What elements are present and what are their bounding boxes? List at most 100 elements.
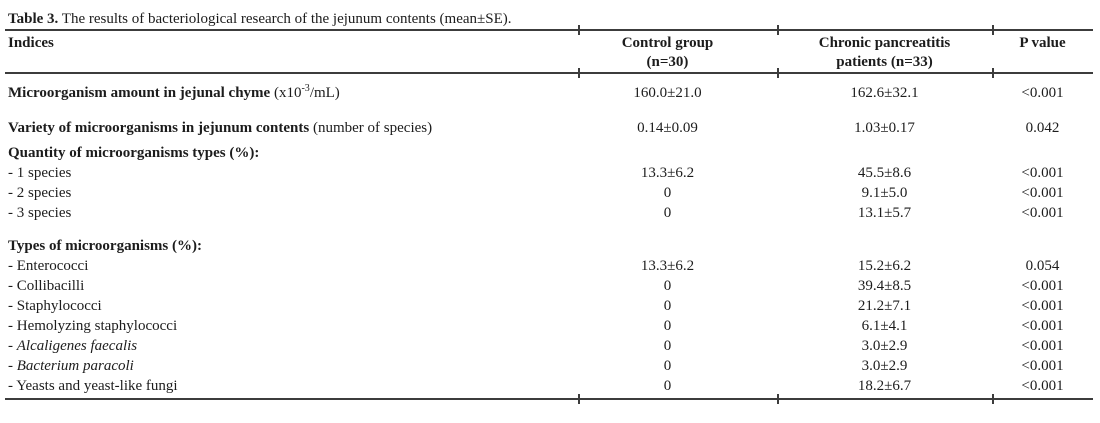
control-value: 0: [663, 205, 672, 221]
p-value: <0.001: [1021, 205, 1064, 221]
control-value: 0: [663, 185, 672, 201]
table-caption-number: Table 3.: [8, 11, 59, 27]
patients-value: 13.1±5.7: [857, 205, 912, 221]
patients-value: 1.03±0.17: [854, 120, 915, 136]
table-row: - 1 species 13.3±6.2 45.5±8.6 <0.001: [5, 163, 1093, 183]
row-label: - Hemolyzing staphylococci: [8, 318, 178, 334]
table-row: - 2 species 0 9.1±5.0 <0.001: [5, 183, 1093, 203]
control-value: 0: [663, 338, 672, 354]
table-header-row: Indices Control group (n=30) Chronic pan…: [5, 31, 1093, 72]
table-body: Microorganism amount in jejunal chyme (x…: [5, 74, 1093, 398]
control-value: [578, 236, 777, 256]
table-row: Microorganism amount in jejunal chyme (x…: [5, 83, 1093, 103]
table-section-row: Types of microorganisms (%):: [5, 236, 1093, 256]
p-value: [992, 236, 1093, 256]
p-value: <0.001: [1021, 378, 1064, 394]
header-control-group-line1: Control group: [621, 35, 714, 51]
patients-value: 9.1±5.0: [861, 185, 908, 201]
header-indices: Indices: [8, 35, 54, 51]
table-row: - Yeasts and yeast-like fungi 0 18.2±6.7…: [5, 376, 1093, 396]
column-divider-tick: [777, 394, 779, 404]
row-label: - 3 species: [8, 205, 72, 221]
row-label: - 2 species: [8, 185, 72, 201]
control-value: 13.3±6.2: [640, 165, 695, 181]
header-cp-patients-line1: Chronic pancreatitis: [818, 35, 951, 51]
column-divider-tick: [992, 68, 994, 78]
column-divider-tick: [777, 25, 779, 35]
section-label: Quantity of microorganisms types (%):: [8, 145, 260, 161]
row-label: - Yeasts and yeast-like fungi: [8, 378, 178, 394]
table-row: - Enterococci 13.3±6.2 15.2±6.2 0.054: [5, 256, 1093, 276]
row-label: - Staphylococci: [8, 298, 102, 314]
patients-value: 18.2±6.7: [857, 378, 912, 394]
table-row: - Bacterium paracoli 0 3.0±2.9 <0.001: [5, 356, 1093, 376]
header-cp-patients: Chronic pancreatitis patients (n=33): [777, 34, 992, 72]
patients-value: 15.2±6.2: [857, 258, 912, 274]
control-value: 0: [663, 298, 672, 314]
table: Indices Control group (n=30) Chronic pan…: [5, 25, 1093, 404]
patients-value: [777, 143, 992, 163]
p-value: [992, 143, 1093, 163]
table-top-border: [5, 25, 1093, 35]
row-label: Microorganism amount in jejunal chyme (x…: [8, 83, 340, 102]
table-bottom-border: [5, 394, 1093, 404]
patients-value: 6.1±4.1: [861, 318, 908, 334]
p-value: <0.001: [1021, 185, 1064, 201]
header-control-group: Control group (n=30): [578, 34, 777, 72]
patients-value: 45.5±8.6: [857, 165, 912, 181]
p-value: <0.001: [1021, 318, 1064, 334]
column-divider-tick: [578, 68, 580, 78]
section-label: Types of microorganisms (%):: [8, 238, 203, 254]
superscript: -3: [301, 83, 310, 94]
row-label: Variety of microorganisms in jejunum con…: [8, 120, 433, 136]
table-caption-text: The results of bacteriological research …: [58, 11, 512, 27]
patients-value: 162.6±32.1: [850, 85, 919, 101]
patients-value: 3.0±2.9: [861, 338, 908, 354]
row-label: - 1 species: [8, 165, 72, 181]
control-value: 0: [663, 278, 672, 294]
table-row: - Alcaligenes faecalis 0 3.0±2.9 <0.001: [5, 336, 1093, 356]
table-row: Variety of microorganisms in jejunum con…: [5, 118, 1093, 138]
control-value: 0: [663, 358, 672, 374]
table-row: - Hemolyzing staphylococci 0 6.1±4.1 <0.…: [5, 316, 1093, 336]
row-label: - Enterococci: [8, 258, 89, 274]
control-value: 160.0±21.0: [633, 85, 702, 101]
p-value: <0.001: [1021, 278, 1064, 294]
table-header-border: [5, 68, 1093, 78]
table-row: - 3 species 0 13.1±5.7 <0.001: [5, 203, 1093, 223]
row-label: - Alcaligenes faecalis: [8, 338, 138, 354]
patients-value: 21.2±7.1: [857, 298, 912, 314]
column-divider-tick: [992, 25, 994, 35]
p-value: <0.001: [1021, 85, 1064, 101]
column-divider-tick: [777, 68, 779, 78]
p-value: 0.042: [1025, 120, 1060, 136]
control-value: 0: [663, 318, 672, 334]
patients-value: 3.0±2.9: [861, 358, 908, 374]
control-value: 0.14±0.09: [637, 120, 698, 136]
column-divider-tick: [992, 394, 994, 404]
patients-value: [777, 236, 992, 256]
p-value: 0.054: [1025, 258, 1060, 274]
row-label: - Collibacilli: [8, 278, 85, 294]
header-cp-patients-line2: patients (n=33): [836, 54, 933, 70]
table-caption: Table 3. The results of bacteriological …: [0, 0, 1100, 29]
control-value: 13.3±6.2: [640, 258, 695, 274]
species-name-italic: Bacterium paracoli: [16, 358, 134, 374]
header-p-value: P value: [1019, 35, 1066, 51]
table-row: - Collibacilli 0 39.4±8.5 <0.001: [5, 276, 1093, 296]
patients-value: 39.4±8.5: [857, 278, 912, 294]
p-value: <0.001: [1021, 298, 1064, 314]
control-value: 0: [663, 378, 672, 394]
column-divider-tick: [578, 394, 580, 404]
p-value: <0.001: [1021, 165, 1064, 181]
table-row: - Staphylococci 0 21.2±7.1 <0.001: [5, 296, 1093, 316]
table-section-row: Quantity of microorganisms types (%):: [5, 143, 1093, 163]
species-name-italic: Alcaligenes faecalis: [16, 338, 138, 354]
control-value: [578, 143, 777, 163]
p-value: <0.001: [1021, 358, 1064, 374]
row-label: - Bacterium paracoli: [8, 358, 134, 374]
header-control-group-line2: (n=30): [646, 54, 689, 70]
column-divider-tick: [578, 25, 580, 35]
p-value: <0.001: [1021, 338, 1064, 354]
